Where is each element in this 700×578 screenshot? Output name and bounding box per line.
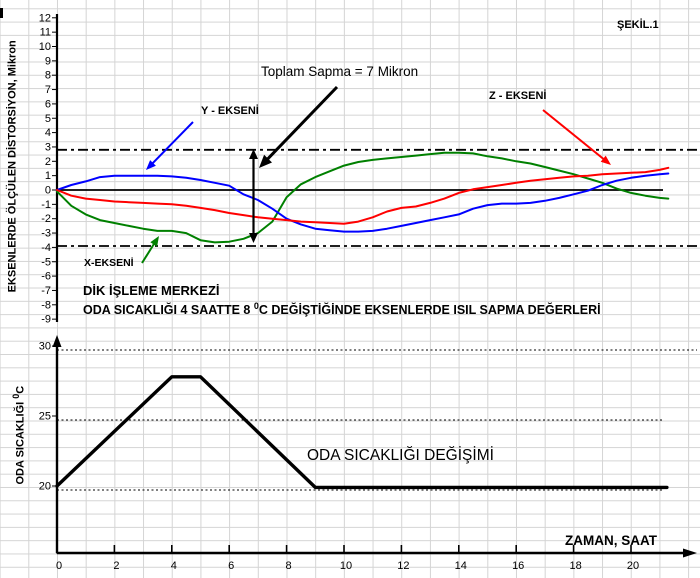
distortion-y-tick-label: -3 (41, 228, 51, 240)
distortion-y-tick-label: -7 (41, 285, 51, 297)
distortion-y-tick-label: -1 (41, 199, 51, 211)
time-x-axis-arrowhead (683, 548, 697, 558)
temperature-y-axis-arrowhead (52, 335, 62, 347)
distortion-y-tick-label: 11 (40, 27, 51, 39)
distortion-y-tick-label: -4 (41, 242, 51, 254)
chart-title-line1: DİK İŞLEME MERKEZİ (83, 283, 220, 298)
z-ekseni-pointer-arrow-line (542, 109, 606, 161)
temperature-y-tick-label: 30 (39, 341, 51, 353)
distortion-y-tick-label: -5 (41, 256, 51, 268)
figure-label: ŞEKİL.1 (617, 19, 659, 31)
distortion-y-tick-label: -8 (41, 299, 51, 311)
total-deviation-pointer-arrow-head (259, 154, 272, 168)
chart-title-line2: ODA SICAKLIĞI 4 SAATTE 8 0C DEĞİŞTİĞİNDE… (83, 301, 601, 318)
temperature-y-tick-label: 25 (39, 411, 51, 423)
distortion-y-tick-label: -9 (41, 314, 51, 326)
degree-superscript: 0 (253, 301, 259, 311)
distortion-y-tick-label: 9 (45, 55, 51, 67)
distortion-y-tick-label: 7 (45, 84, 51, 96)
z-ekseni-pointer-arrow-head (600, 155, 611, 165)
distortion-y-tick-label: 6 (45, 98, 51, 110)
time-x-tick-label: 6 (228, 560, 234, 572)
time-x-tick-label: 20 (627, 560, 639, 572)
z-axis-series-label: Z - EKSENİ (489, 90, 547, 102)
time-x-tick-label: 2 (113, 560, 119, 572)
y-ekseni-pointer-arrow-line (150, 121, 194, 165)
left-edge-mark (0, 8, 3, 18)
distortion-y-tick-label: 10 (39, 41, 51, 53)
z-axis-distortion-curve (56, 166, 670, 225)
deviation-span-up-arrowhead (249, 149, 258, 159)
time-x-tick-label: 18 (569, 560, 581, 572)
distortion-y-tick-label: 4 (45, 127, 51, 139)
distortion-y-tick-label: 0 (45, 185, 51, 197)
distortion-y-tick-label: 8 (45, 70, 51, 82)
distortion-y-tick-label: 2 (45, 156, 51, 168)
total-deviation-label: Toplam Sapma = 7 Mikron (261, 64, 419, 79)
deviation-span-down-arrowhead (249, 233, 258, 243)
total-deviation-pointer-arrow-line (265, 85, 339, 162)
y-axis-series-label: Y - EKSENİ (201, 105, 259, 117)
distortion-y-tick-label: -2 (41, 213, 51, 225)
distortion-axis-title: EKSENLERDE ÖLÇÜLEN DİSTORSİYON, Mikron (6, 40, 19, 293)
distortion-y-tick-label: 12 (39, 12, 51, 24)
temperature-y-tick-label: 20 (39, 481, 51, 493)
chart-title-line2-rest: C DEĞİŞTİĞİNDE EKSENLERDE ISIL SAPMA DEĞ… (258, 303, 601, 318)
temperature-curve (55, 375, 669, 490)
y-ekseni-pointer-arrow-head (146, 160, 156, 170)
temperature-curve-label: ODA SICAKLIĞI DEĞİŞİMİ (307, 447, 494, 464)
x-axis-distortion-curve (56, 151, 670, 244)
y-axis-distortion-curve (56, 172, 670, 233)
time-x-tick-label: 12 (397, 560, 409, 572)
chart-title-line2-text: ODA SICAKLIĞI 4 SAATTE 8 (83, 303, 254, 318)
x-axis-series-label: X-EKSENİ (84, 257, 134, 269)
distortion-y-tick-label: 5 (45, 113, 51, 125)
time-axis-title: ZAMAN, SAAT (565, 533, 657, 548)
temperature-axis-title-text: ODA SICAKLIĞI (14, 398, 27, 485)
x-ekseni-pointer-arrow-head (150, 236, 159, 247)
x-ekseni-pointer-arrow-line (141, 242, 156, 264)
time-x-tick-label: 8 (286, 560, 292, 572)
temperature-axis-title: ODA SICAKLIĞI 0C (11, 355, 27, 515)
time-x-tick-label: 14 (455, 560, 467, 572)
time-x-tick-label: 4 (171, 560, 177, 572)
temperature-axis-title-unit: C (14, 385, 27, 394)
distortion-y-tick-label: 1 (45, 170, 51, 182)
degree-superscript: 0 (10, 393, 21, 399)
distortion-y-tick-label: 3 (45, 141, 51, 153)
time-x-tick-label: 16 (512, 560, 524, 572)
time-x-tick-label: 0 (56, 560, 62, 572)
time-x-tick-label: 10 (340, 560, 352, 572)
distortion-y-tick-label: -6 (41, 271, 51, 283)
